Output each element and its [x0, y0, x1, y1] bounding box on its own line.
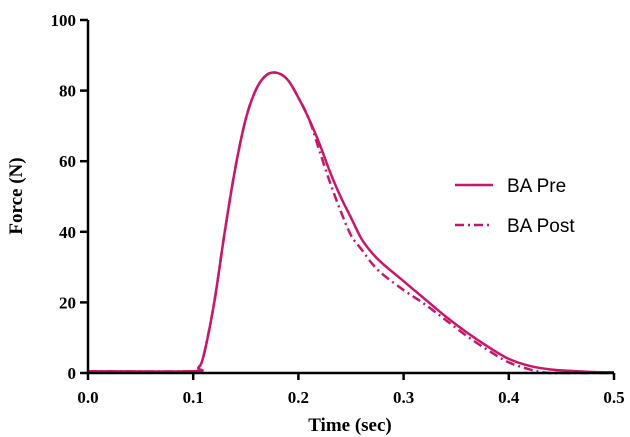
y-tick-label: 0 — [68, 364, 77, 383]
x-tick-label: 0.1 — [183, 388, 204, 407]
y-tick-label: 60 — [59, 152, 76, 171]
y-tick-label: 40 — [59, 223, 76, 242]
x-tick-label: 0.5 — [603, 388, 624, 407]
axes-layer — [86, 20, 614, 375]
y-axis-title: Force (N) — [6, 157, 27, 234]
x-tick-label: 0.2 — [288, 388, 309, 407]
x-axis-label: Time (sec) — [308, 415, 392, 436]
x-tick-label: 0.3 — [393, 388, 414, 407]
legend: BA Pre BA Post — [455, 176, 575, 237]
ticks-layer: 0.0 0.1 0.2 0.3 0.4 0.5 0 20 40 60 80 100 — [51, 11, 625, 407]
y-tick-label: 100 — [51, 11, 77, 30]
x-tick-label: 0.4 — [498, 388, 520, 407]
y-tick-label: 20 — [59, 293, 76, 312]
series-layer — [87, 71, 615, 375]
y-tick-label: 80 — [59, 82, 76, 101]
legend-label-ba-pre: BA Pre — [507, 176, 566, 197]
y-axis-label: Force (N) — [6, 157, 27, 234]
x-tick-label: 0.0 — [77, 388, 98, 407]
legend-label-ba-post: BA Post — [507, 216, 575, 237]
series-line-ba-pre — [87, 71, 615, 374]
